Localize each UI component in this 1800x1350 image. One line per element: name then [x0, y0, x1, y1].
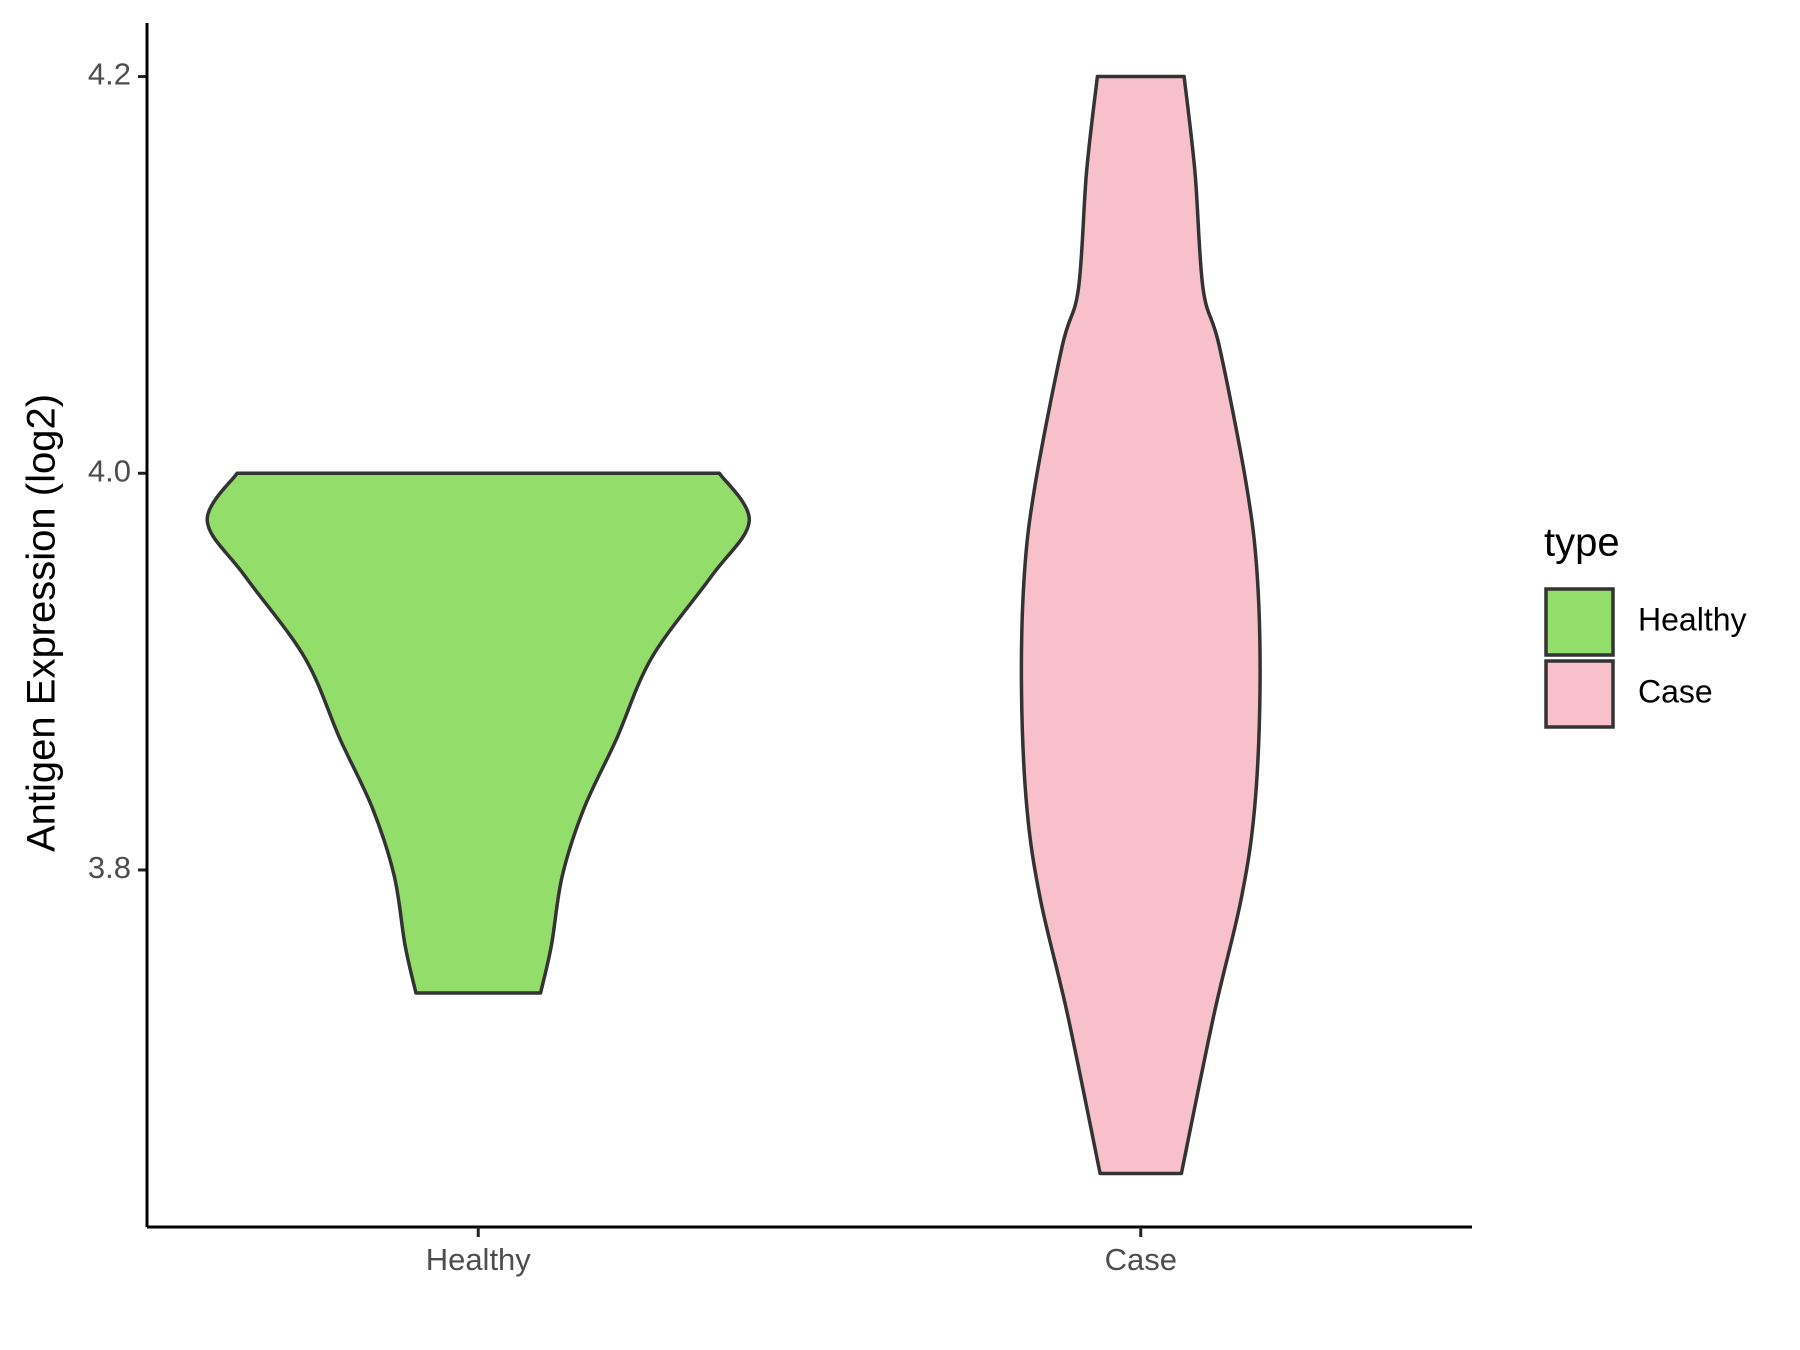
y-tick-label: 4.2 [88, 57, 131, 92]
violin [205, 471, 751, 995]
y-tick-label: 4.0 [88, 453, 131, 488]
legend-label: Case [1638, 673, 1713, 709]
legend-key [1544, 587, 1615, 657]
legend-title: type [1544, 521, 1620, 565]
violin [1019, 74, 1262, 1176]
y-axis-title: Antigen Expression (log2) [20, 394, 64, 852]
legend-label: Healthy [1638, 601, 1747, 637]
legend-key [1544, 659, 1615, 729]
y-tick-label: 3.8 [88, 850, 131, 885]
x-tick-label: Case [1105, 1242, 1177, 1277]
x-tick-label: Healthy [426, 1242, 532, 1277]
